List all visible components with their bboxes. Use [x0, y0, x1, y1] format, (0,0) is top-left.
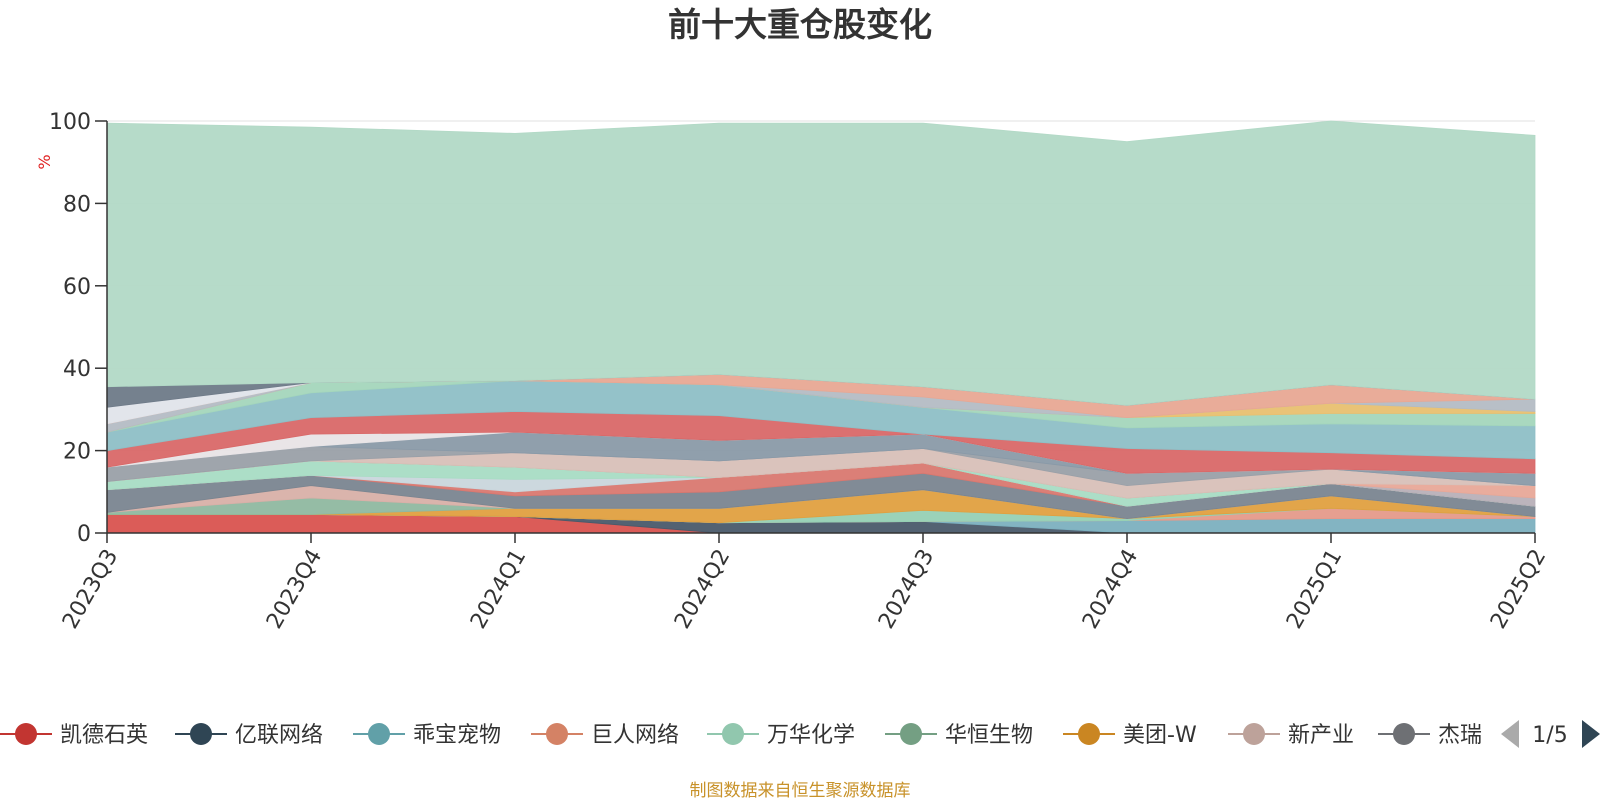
legend-item[interactable]: 凯德石英: [0, 723, 148, 748]
legend-marker: [190, 723, 212, 745]
legend-next-icon[interactable]: [1582, 720, 1600, 748]
legend-item[interactable]: 巨人网络: [531, 723, 679, 748]
y-tick-label: 100: [49, 110, 91, 135]
legend-label: 亿联网络: [235, 723, 323, 748]
legend-marker: [1078, 723, 1100, 745]
legend-marker: [722, 723, 744, 745]
legend-label: 凯德石英: [60, 723, 148, 748]
legend-marker: [368, 723, 390, 745]
y-tick-label: 0: [77, 522, 91, 547]
x-tick-label: 2024Q1: [466, 545, 531, 633]
data-source-note: 制图数据来自恒生聚源数据库: [690, 781, 911, 800]
y-tick-label: 20: [63, 440, 91, 465]
legend-item[interactable]: 万华化学: [707, 723, 855, 748]
legend-label: 万华化学: [767, 723, 855, 748]
legend-item[interactable]: 亿联网络: [175, 723, 323, 748]
x-tick-label: 2024Q3: [874, 545, 939, 633]
stacked-areas: [106, 120, 1536, 534]
legend-marker: [15, 723, 37, 745]
legend-label: 乖宝宠物: [413, 723, 501, 748]
legend-item[interactable]: 美团-W: [1063, 723, 1197, 748]
x-tick-label: 2025Q2: [1486, 545, 1551, 633]
y-tick-label: 40: [63, 357, 91, 382]
legend: 凯德石英 亿联网络 乖宝宠物 巨人网络 万华化学 华恒生物 美团-W 新产业 杰瑞 1/5: [0, 720, 1600, 748]
legend-marker: [546, 723, 568, 745]
legend-label: 美团-W: [1123, 723, 1197, 748]
legend-page-indicator: 1/5: [1532, 723, 1567, 748]
legend-marker: [900, 723, 922, 745]
y-tick-label: 60: [63, 275, 91, 300]
legend-label: 新产业: [1288, 723, 1354, 748]
x-tick-label: 2023Q4: [262, 545, 327, 633]
legend-item[interactable]: 新产业: [1228, 723, 1354, 748]
area-series-26[interactable]: [106, 120, 1536, 406]
legend-item[interactable]: 杰瑞: [1378, 723, 1482, 748]
legend-prev-icon[interactable]: [1501, 720, 1519, 748]
x-tick-label: 2024Q2: [670, 545, 735, 633]
legend-item[interactable]: 乖宝宠物: [353, 723, 501, 748]
legend-label: 华恒生物: [945, 723, 1033, 748]
y-axis-unit: %: [35, 154, 54, 169]
x-tick-label: 2025Q1: [1282, 545, 1347, 633]
legend-item[interactable]: 华恒生物: [885, 723, 1033, 748]
legend-marker: [1393, 723, 1415, 745]
y-tick-label: 80: [63, 192, 91, 217]
x-tick-label: 2023Q3: [58, 545, 123, 633]
legend-label: 杰瑞: [1438, 723, 1482, 748]
legend-label: 巨人网络: [591, 723, 679, 748]
chart-title: 前十大重仓股变化: [668, 5, 932, 44]
x-tick-label: 2024Q4: [1078, 545, 1143, 633]
legend-marker: [1243, 723, 1265, 745]
